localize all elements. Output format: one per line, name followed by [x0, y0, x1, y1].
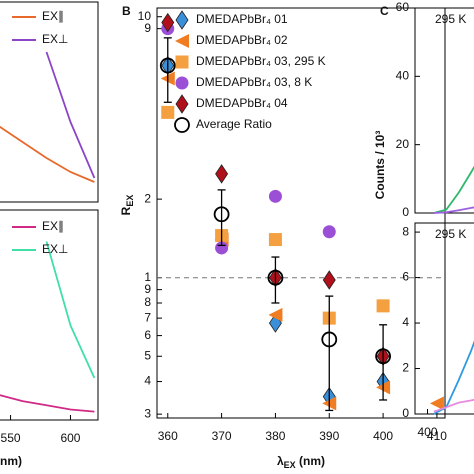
open-circle-marker [174, 117, 190, 133]
square-marker [376, 299, 390, 313]
x-tick-label: 550 [1, 431, 21, 445]
legend-label: EX⊥ [42, 32, 68, 46]
x-tick-label: 360 [158, 429, 178, 443]
y-axis-label-sub: EX [125, 195, 135, 207]
x-tick-label: 380 [265, 429, 285, 443]
y-tick-label: 4 [402, 315, 409, 329]
triangle-marker [429, 396, 444, 411]
y-tick-label: 10 [138, 9, 152, 23]
legend-label: EX⊥ [42, 242, 68, 256]
y-tick-label: 7 [144, 310, 151, 324]
legend-label: DMEDAPbBr₄ 04 [196, 96, 288, 110]
legend-label: EX∥ [42, 9, 64, 23]
y-tick-label: 20 [396, 137, 410, 151]
diamond-marker [175, 10, 189, 30]
y-tick-label: 9 [144, 21, 151, 35]
x-axis-label-main: nm) [0, 454, 22, 468]
x-tick-label: 390 [319, 429, 339, 443]
triangle-marker [175, 34, 189, 48]
y-tick-label: 8 [144, 295, 151, 309]
circle-marker [322, 225, 336, 239]
y-tick-label: 5 [144, 348, 151, 362]
x-tick-label: 370 [212, 429, 232, 443]
square-marker [161, 105, 175, 119]
diamond-marker [215, 164, 229, 184]
x-tick-label: 400 [417, 425, 437, 439]
annotation: 295 K [435, 12, 466, 26]
y-axis-label-main: R [119, 206, 133, 215]
panel-label: C [380, 4, 389, 18]
x-axis-label: nm) [0, 454, 22, 468]
y-tick-label: 8 [402, 224, 409, 238]
data-line [45, 51, 96, 179]
open-circle-marker [267, 269, 284, 286]
legend-label: DMEDAPbBr₄ 03, 295 K [196, 54, 326, 68]
y-tick-label: 0 [402, 205, 409, 219]
diamond-marker [161, 12, 175, 33]
plot-frame [414, 222, 474, 415]
y-tick-label: 4 [144, 374, 151, 388]
annotation: 295 K [435, 227, 466, 241]
open-circle-marker [213, 206, 230, 223]
square-marker [175, 55, 189, 69]
y-tick-label: 0 [402, 406, 409, 420]
y-tick-label: 9 [144, 282, 151, 296]
panel-label: B [122, 4, 131, 18]
square-marker [268, 233, 282, 247]
x-axis-label: λEX (nm) [277, 454, 325, 470]
circle-marker [268, 189, 282, 203]
plot-frame [414, 7, 474, 214]
diamond-marker [175, 94, 189, 114]
circle-marker [215, 241, 229, 255]
circle-marker [175, 76, 189, 90]
data-line [0, 125, 95, 183]
y-tick-label: 6 [144, 328, 151, 342]
y-tick-label: 40 [396, 69, 410, 83]
y-tick-label: 6 [402, 270, 409, 284]
data-line [433, 398, 474, 413]
diamond-marker [322, 270, 336, 290]
y-axis-label-main: Counts / 10³ [373, 131, 387, 200]
y-tick-label: 2 [144, 191, 151, 205]
y-tick-label: 60 [396, 0, 410, 14]
open-circle-marker [159, 57, 176, 74]
x-tick-label: 400 [373, 429, 393, 443]
x-tick-label: 600 [60, 431, 80, 445]
legend-label: DMEDAPbBr₄ 02 [196, 33, 288, 47]
y-axis-label: REX [119, 195, 135, 216]
legend-label: EX∥ [42, 219, 64, 233]
y-axis-label: Counts / 10³ [373, 131, 387, 200]
legend-label: DMEDAPbBr₄ 03, 8 K [196, 75, 312, 89]
open-circle-marker [321, 331, 338, 348]
x-axis-label-unit: (nm) [296, 454, 325, 468]
data-line [0, 394, 95, 413]
open-circle-marker [375, 348, 391, 365]
data-line [45, 241, 96, 379]
y-tick-label: 2 [402, 361, 409, 375]
data-line [433, 165, 474, 214]
y-tick-label: 1 [144, 270, 151, 284]
x-axis-label-sub: EX [284, 460, 296, 470]
plot-frame [0, 209, 99, 421]
plot-frame [0, 1, 99, 203]
x-tick-label: 410 [427, 429, 447, 443]
triangle-marker [268, 307, 283, 322]
x-axis-label-main: λ [277, 454, 284, 468]
y-tick-label: 3 [144, 406, 151, 420]
legend-label: Average Ratio [196, 117, 272, 131]
data-line [433, 206, 474, 214]
legend-label: DMEDAPbBr₄ 01 [196, 12, 288, 26]
